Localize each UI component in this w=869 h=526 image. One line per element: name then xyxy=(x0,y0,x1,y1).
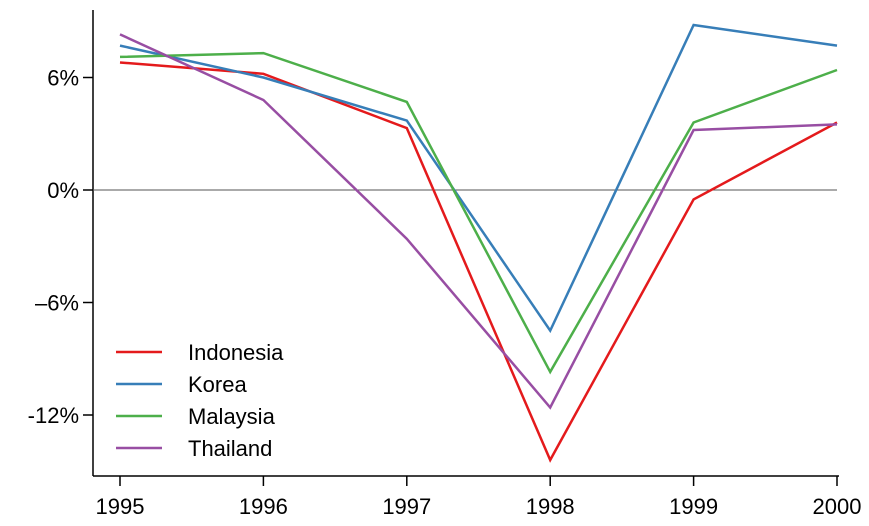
axes: 6% 0% –6% -12% 1995 1996 1997 1998 1999 2000 xyxy=(28,10,862,519)
x-tick-label: 1998 xyxy=(526,494,575,519)
series-line-malaysia xyxy=(119,51,838,375)
legend-label-indonesia: Indonesia xyxy=(188,340,284,365)
y-tick-label: 0% xyxy=(47,178,79,203)
y-tick-label: -12% xyxy=(28,403,79,428)
series-line-korea xyxy=(119,23,838,334)
x-tick-label: 1995 xyxy=(96,494,145,519)
series-lines xyxy=(119,23,838,463)
y-tick-label: –6% xyxy=(35,291,79,316)
x-tick-label: 1996 xyxy=(239,494,288,519)
legend-label-korea: Korea xyxy=(188,372,247,397)
legend-label-malaysia: Malaysia xyxy=(188,404,276,429)
x-tick-label: 1997 xyxy=(382,494,431,519)
series-line-thailand xyxy=(119,33,838,410)
y-tick-label: 6% xyxy=(47,66,79,91)
x-tick-label: 2000 xyxy=(813,494,862,519)
series-line-indonesia xyxy=(119,61,838,463)
legend-label-thailand: Thailand xyxy=(188,436,272,461)
legend: Indonesia Korea Malaysia Thailand xyxy=(116,340,284,461)
x-tick-label: 1999 xyxy=(669,494,718,519)
